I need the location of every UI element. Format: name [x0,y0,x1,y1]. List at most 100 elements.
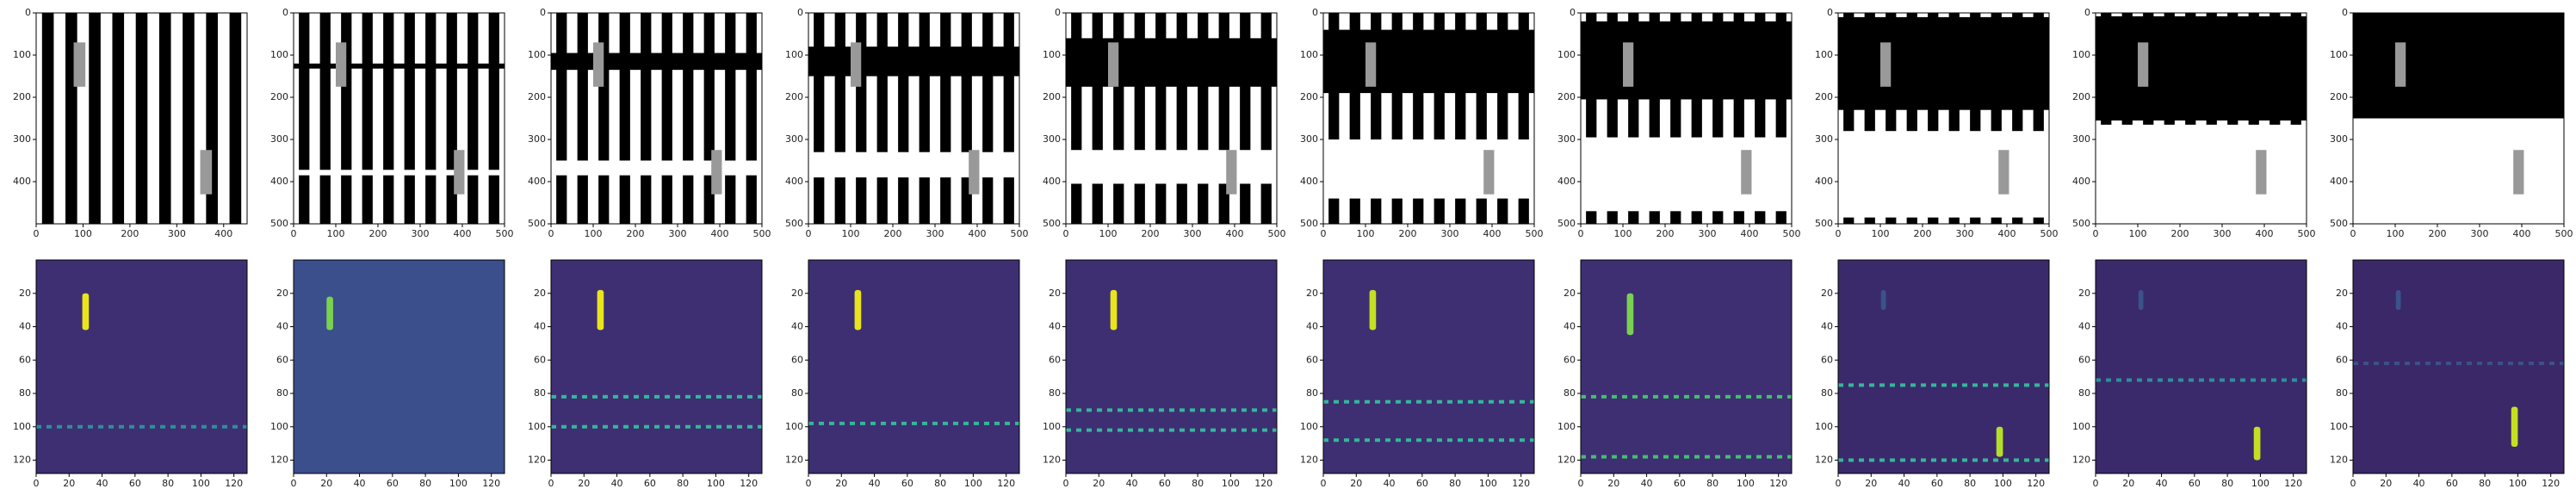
x-tick-label: 120 [2542,478,2560,489]
y-tick-label: 500 [270,218,288,229]
y-tick-label: 400 [13,176,31,187]
x-tick-label: 0 [1578,228,1584,239]
y-tick-label: 300 [2330,133,2348,145]
y-tick-label: 40 [1306,321,1318,332]
x-tick-label: 0 [291,228,297,239]
gray-bar [2256,150,2267,195]
y-tick-label: 100 [1043,49,1061,60]
axes-frame [293,259,505,474]
image [1838,13,2049,224]
y-tick-label: 60 [1306,354,1318,365]
y-tick-label: 0 [282,7,288,18]
y-tick-label: 0 [1312,7,1318,18]
y-tick-label: 0 [540,7,546,18]
x-tick-label: 20 [2380,478,2392,489]
y-tick-label: 120 [1300,455,1318,466]
x-tick-label: 400 [1741,228,1759,239]
y-tick-label: 300 [1815,133,1833,145]
y-tick-label: 100 [270,49,288,60]
hotspot [1996,426,2003,457]
x-tick-label: 100 [1222,478,1240,489]
image [808,260,1019,473]
y-tick-label: 20 [19,288,31,299]
y-tick-label: 400 [1300,176,1318,187]
y-tick-label: 0 [2342,7,2348,18]
x-tick-label: 0 [1321,228,1327,239]
x-tick-label: 0 [1321,478,1327,489]
y-tick-label: 60 [2336,354,2348,365]
x-tick-label: 300 [1956,228,1974,239]
y-tick-label: 80 [2078,387,2090,399]
image [2096,13,2307,224]
x-tick-label: 0 [2093,228,2099,239]
black-band [1066,38,1277,87]
heatmap-bg [1323,260,1534,473]
y-tick-label: 60 [1049,354,1061,365]
axes-frame [1322,259,1535,474]
hotspot [82,293,90,331]
x-tick-label: 0 [806,478,812,489]
x-tick-label: 200 [627,228,645,239]
stripe [834,13,845,224]
y-tick-label: 120 [528,455,546,466]
black-band [808,46,1019,77]
image [1581,260,1792,473]
x-tick-label: 100 [585,228,603,239]
x-tick-label: 120 [2284,478,2302,489]
x-tick-label: 100 [2509,478,2527,489]
y-tick-label: 300 [528,133,546,145]
x-tick-label: 200 [1656,228,1675,239]
hotspot [1110,289,1118,331]
image [294,13,505,224]
white-band [2096,124,2307,224]
panel: 0 20 40 60 80 100 120 20 40 60 80 100 120 [1557,259,1793,489]
x-tick-label: 20 [320,478,332,489]
x-tick-label: 100 [2251,478,2269,489]
x-tick-label: 200 [1914,228,1932,239]
x-tick-label: 500 [753,228,771,239]
image [1323,260,1534,473]
axes-frame [808,12,1020,225]
y-tick-label: 80 [276,387,288,399]
axes-frame [35,12,248,225]
x-tick-label: 500 [2040,228,2059,239]
white-band [1066,150,1277,184]
heatmap-bg [1581,260,1792,473]
image [2353,260,2564,473]
x-tick-label: 500 [1268,228,1286,239]
panel: 0 20 40 60 80 100 120 20 40 60 80 100 120 [2330,259,2565,489]
x-tick-label: 20 [1607,478,1619,489]
x-tick-label: 100 [1099,228,1118,239]
y-tick-label: 200 [528,91,546,102]
image [1323,13,1534,224]
x-tick-label: 80 [2479,478,2491,489]
black-band [1323,29,1534,94]
panel: 0 20 40 60 80 100 120 20 40 60 80 100 120 [270,259,505,489]
y-tick-label: 400 [528,176,546,187]
y-tick-label: 60 [1821,354,1833,365]
y-tick-label: 300 [270,133,288,145]
panel: 0 20 40 60 80 100 120 20 40 60 80 100 120 [1300,259,1535,489]
x-tick-label: 500 [1011,228,1029,239]
axes-frame [1837,12,2050,225]
x-tick-label: 60 [1674,478,1686,489]
x-tick-label: 0 [1063,228,1069,239]
x-tick-label: 80 [2221,478,2233,489]
y-tick-label: 100 [1815,421,1833,432]
y-tick-label: 100 [1557,421,1576,432]
y-tick-label: 400 [270,176,288,187]
white-band [1323,139,1534,199]
heatmap-bg [808,260,1019,473]
stripe [158,13,171,224]
y-tick-label: 500 [1043,218,1061,229]
x-tick-label: 0 [548,228,554,239]
stripe [876,13,888,224]
y-tick-label: 120 [13,455,31,466]
y-tick-label: 100 [13,49,31,60]
gray-bar [1880,42,1892,87]
hotspot [2511,406,2518,447]
y-tick-label: 80 [1306,387,1318,399]
